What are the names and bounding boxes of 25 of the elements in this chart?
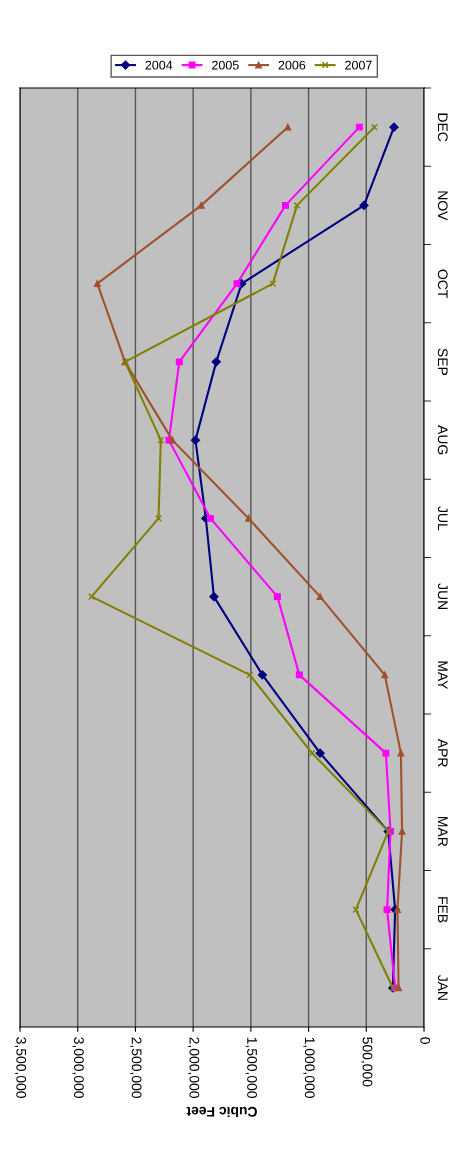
x-tick-label: 1,000,000 xyxy=(303,1037,315,1098)
y-tick-label: MAR xyxy=(437,817,448,847)
y-tick-label: JUN xyxy=(437,583,448,609)
legend-label: 2006 xyxy=(278,60,306,70)
x-tick-label: 2,000,000 xyxy=(187,1037,200,1098)
x-tick-label: 3,500,000 xyxy=(14,1037,27,1098)
x-tick-label: 1,500,000 xyxy=(245,1037,257,1098)
y-tick-label: NOV xyxy=(437,191,448,221)
x-tick-label: 500,000 xyxy=(360,1037,373,1087)
y-tick-label: JUL xyxy=(437,506,448,531)
y-tick-label: MAY xyxy=(437,661,448,690)
y-tick-label: DEC xyxy=(437,113,448,142)
y-tick-label: APR xyxy=(437,738,448,767)
y-tick-label: FEB xyxy=(437,897,448,923)
y-tick-label: JAN xyxy=(437,974,448,1000)
legend-label: 2004 xyxy=(145,60,173,70)
x-tick-label: 3,000,000 xyxy=(72,1037,84,1098)
y-tick-label: AUG xyxy=(437,425,448,455)
y-tick-label: OCT xyxy=(437,269,448,298)
x-tick-label: 0 xyxy=(420,1037,431,1044)
legend-label: 2007 xyxy=(345,60,372,70)
x-axis-title: Cubic Feet xyxy=(186,1106,257,1118)
legend-label: 2005 xyxy=(212,60,239,70)
x-tick-label: 2,500,000 xyxy=(130,1037,142,1098)
y-tick-label: SEP xyxy=(437,348,448,376)
